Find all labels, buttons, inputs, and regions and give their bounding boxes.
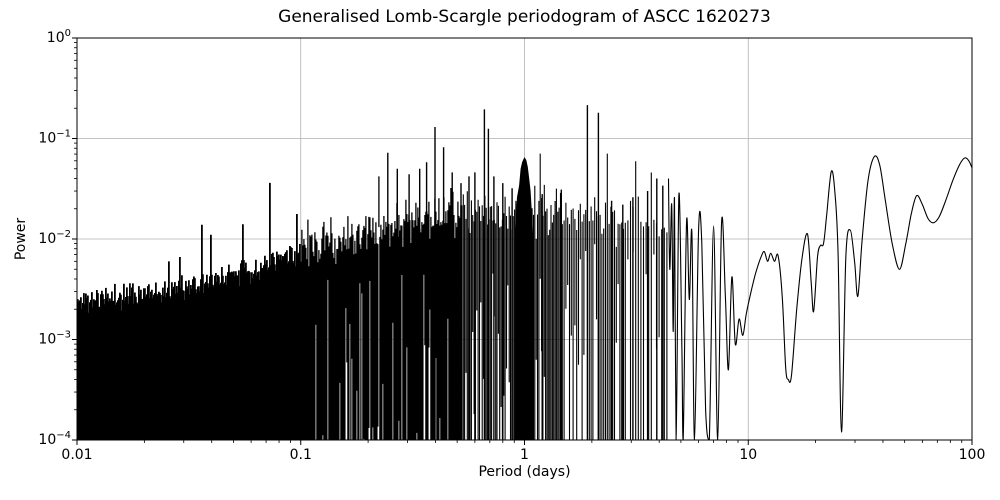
chart-title: Generalised Lomb-Scargle periodogram of … bbox=[278, 7, 771, 27]
x-tick-label: 0.01 bbox=[61, 447, 92, 463]
x-tick-label: 1 bbox=[520, 447, 529, 463]
y-tick-label: 10−3 bbox=[38, 330, 71, 348]
x-tick-label: 10 bbox=[739, 447, 757, 463]
x-axis-label: Period (days) bbox=[478, 464, 571, 480]
smooth-tail-series bbox=[667, 155, 973, 441]
y-tick-label: 100 bbox=[47, 28, 71, 46]
axis-ticks bbox=[72, 37, 973, 445]
x-tick-labels: 0.01 0.1 1 10 100 bbox=[61, 447, 985, 463]
x-tick-label: 0.1 bbox=[290, 447, 312, 463]
periodogram-noise-series bbox=[77, 153, 668, 440]
x-tick-label: 100 bbox=[959, 447, 986, 463]
y-tick-label: 10−2 bbox=[38, 229, 71, 247]
y-axis-label: Power bbox=[13, 217, 29, 261]
major-peaks bbox=[387, 105, 664, 440]
y-tick-labels: 100 10−1 10−2 10−3 10−4 bbox=[38, 28, 71, 448]
y-tick-label: 10−4 bbox=[38, 430, 71, 448]
y-tick-label: 10−1 bbox=[38, 129, 71, 147]
